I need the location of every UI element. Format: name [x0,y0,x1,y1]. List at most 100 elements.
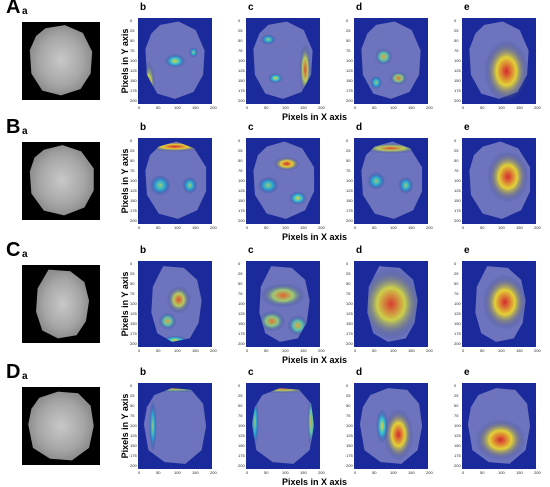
activation-hotspot [161,335,189,342]
y-axis-label: Pixels in Y axis [120,28,130,94]
panel-letter: d [356,245,363,256]
y-tick-label: 150 [346,321,353,326]
y-tick-label: 200 [130,463,137,468]
y-tick-label: 150 [346,78,353,83]
x-tick-label: 100 [174,225,181,230]
x-tick-label: 50 [372,105,377,110]
x-tick-label: 100 [282,105,289,110]
panel-letter: b [140,245,147,256]
y-tick-label: 100 [454,301,461,306]
y-tick-label: 75 [346,168,351,173]
panel-letter: e [464,2,470,13]
x-tick-label: 100 [498,105,505,110]
y-tick-label: 125 [130,311,137,316]
x-tick-label: 50 [480,470,485,475]
y-tick-label: 50 [346,38,351,43]
activation-hotspot [475,419,526,461]
y-tick-label: 25 [130,271,135,276]
y-tick-label: 125 [238,311,245,316]
x-tick-label: 100 [282,348,289,353]
x-tick-label: 200 [534,225,541,230]
y-tick-label: 100 [130,178,137,183]
y-axis-label: Pixels in Y axis [120,393,130,459]
y-tick-label: 50 [238,38,243,43]
y-tick-label: 25 [346,28,351,33]
row-label: D [6,361,21,383]
x-tick-label: 0 [138,225,141,230]
y-tick-label: 0 [238,261,241,266]
y-axis-label: Pixels in Y axis [120,271,130,337]
panel-letter: c [248,122,254,133]
activation-hotspot [149,400,157,452]
y-tick-label: 100 [346,58,353,63]
y-tick-label: 175 [346,331,353,336]
y-tick-label: 75 [238,291,243,296]
y-tick-label: 50 [346,158,351,163]
y-tick-label: 0 [346,383,349,388]
x-tick-label: 200 [318,105,325,110]
y-tick-label: 200 [454,218,461,223]
x-tick-label: 150 [300,470,307,475]
y-tick-label: 0 [130,138,133,143]
x-tick-label: 150 [300,225,307,230]
y-tick-label: 150 [346,443,353,448]
cell-overlay [361,141,423,219]
y-tick-label: 175 [238,331,245,336]
panel-letter: c [248,245,254,256]
activation-hotspot [288,191,307,206]
y-tick-label: 50 [346,403,351,408]
y-tick-label: 100 [130,58,137,63]
x-tick-label: 50 [264,225,269,230]
x-tick-label: 0 [246,105,249,110]
panel-letter: b [140,367,147,378]
x-tick-label: 200 [210,470,217,475]
x-tick-label: 150 [516,105,523,110]
x-tick-label: 100 [282,225,289,230]
y-tick-label: 50 [238,158,243,163]
y-tick-label: 200 [238,218,245,223]
y-tick-label: 0 [130,383,133,388]
panel-letter: a [22,126,28,137]
y-tick-label: 150 [454,321,461,326]
y-tick-label: 125 [346,433,353,438]
y-tick-label: 50 [130,38,135,43]
activation-hotspot [268,73,283,84]
y-tick-label: 200 [346,98,353,103]
y-tick-label: 25 [130,28,135,33]
x-tick-label: 200 [426,225,433,230]
x-tick-label: 100 [174,470,181,475]
activation-hotspot [273,156,301,171]
y-tick-label: 50 [130,403,135,408]
y-tick-label: 200 [130,98,137,103]
panel-letter: b [140,2,147,13]
y-tick-label: 25 [454,148,459,153]
x-tick-label: 0 [354,348,357,353]
y-tick-label: 0 [346,138,349,143]
y-tick-label: 125 [238,188,245,193]
x-tick-label: 100 [390,348,397,353]
y-tick-label: 75 [130,48,135,53]
y-tick-label: 25 [454,393,459,398]
y-tick-label: 100 [454,178,461,183]
y-tick-label: 150 [238,78,245,83]
x-tick-label: 150 [192,348,199,353]
x-tick-label: 0 [246,470,249,475]
x-tick-label: 50 [480,225,485,230]
heatmap-panel [138,383,212,469]
y-tick-label: 200 [454,463,461,468]
y-tick-label: 175 [130,331,137,336]
x-tick-label: 0 [246,348,249,353]
x-tick-label: 100 [390,105,397,110]
heatmap-panel [462,18,536,104]
row-label: A [6,0,21,18]
x-tick-label: 200 [210,348,217,353]
y-tick-label: 200 [238,463,245,468]
x-tick-label: 150 [408,225,415,230]
x-tick-label: 150 [192,225,199,230]
y-tick-label: 0 [454,383,457,388]
activation-hotspot [367,172,386,190]
x-tick-label: 150 [516,470,523,475]
x-tick-label: 0 [246,225,249,230]
cell-shape [29,25,93,96]
